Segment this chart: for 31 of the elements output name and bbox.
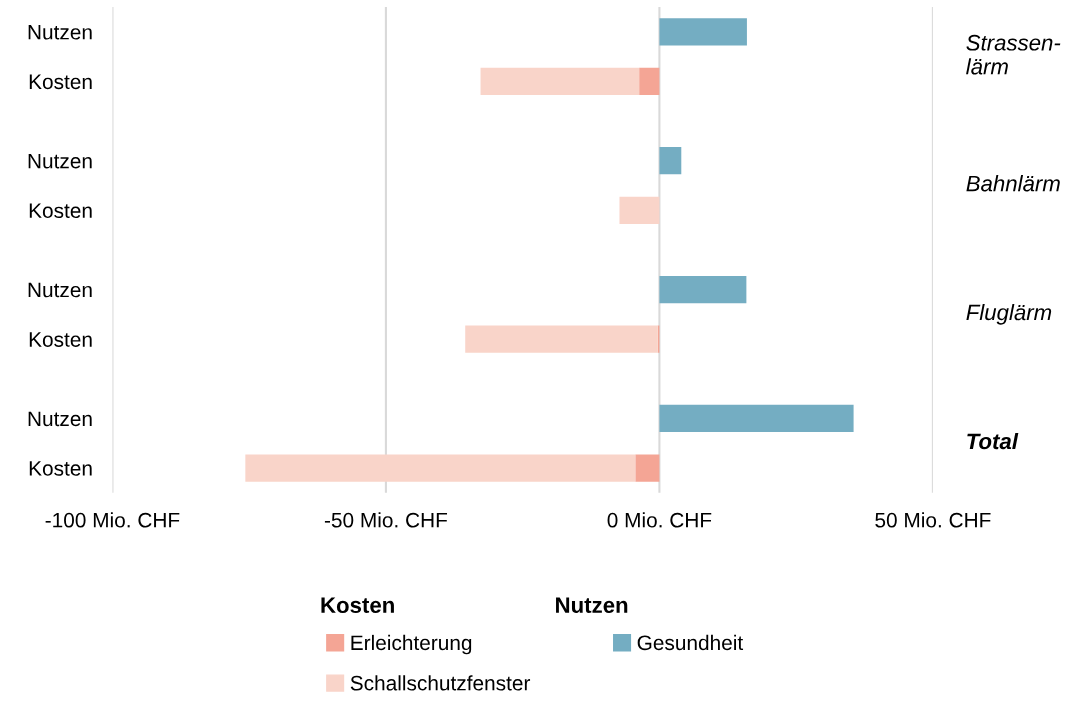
bar: [659, 275, 747, 304]
bar: [480, 67, 640, 96]
x-tick-label: -50 Mio. CHF: [324, 512, 448, 528]
y-tick-label: Kosten: [29, 332, 92, 347]
text: Bahnlärm: [966, 175, 1060, 192]
text: Kosten: [321, 597, 394, 614]
y-tick-label: Nutzen: [28, 282, 92, 298]
text: Strassen- lärm: [966, 34, 1061, 75]
bar: [659, 404, 854, 433]
bar: [465, 325, 658, 353]
y-tick-label: Kosten: [29, 461, 92, 476]
legend-label: Schallschutzfenster: [350, 675, 531, 691]
x-tick-label: -100 Mio. CHF: [45, 512, 180, 528]
text: Nutzen: [556, 597, 628, 614]
y-tick-label: Nutzen: [28, 153, 92, 169]
legend-label: Erleichterung: [351, 634, 472, 655]
y-tick-label: Nutzen: [28, 25, 92, 40]
bar: [659, 147, 682, 175]
y-tick-label: Kosten: [29, 74, 92, 90]
x-tick-label: 0 Mio. CHF: [607, 512, 712, 528]
x-tick-label: 50 Mio. CHF: [875, 512, 991, 528]
y-tick-label: Kosten: [29, 203, 92, 219]
bar: [639, 67, 660, 96]
bar: [245, 454, 636, 482]
bar: [635, 454, 660, 482]
text: Total: [967, 432, 1019, 450]
text: Fluglärm: [966, 304, 1052, 325]
bar: [659, 18, 747, 46]
legend-label: Gesundheit: [637, 634, 744, 651]
bar: [619, 196, 660, 224]
y-tick-label: Nutzen: [28, 411, 92, 427]
